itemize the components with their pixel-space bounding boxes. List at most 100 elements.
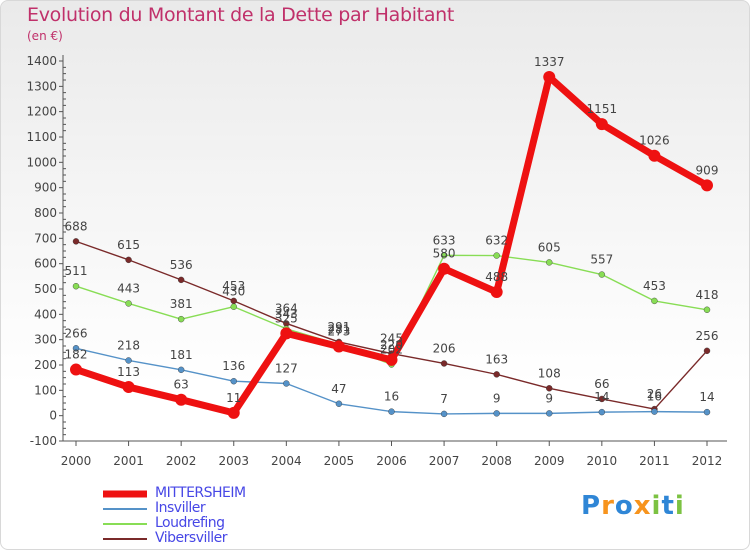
data-label: 605 — [538, 240, 561, 254]
data-label: 14 — [594, 390, 609, 404]
y-tick-label: 400 — [34, 307, 57, 321]
data-point — [493, 252, 500, 259]
legend-label-vibersviller: Vibersviller — [155, 530, 228, 546]
data-point — [438, 262, 451, 275]
data-point — [493, 371, 500, 378]
data-point — [177, 315, 185, 323]
y-tick-label: 1200 — [26, 105, 57, 119]
y-tick-label: -100 — [30, 434, 57, 448]
data-label: 218 — [117, 338, 140, 352]
data-point — [283, 380, 290, 387]
data-label: 1026 — [639, 134, 670, 148]
data-point — [335, 400, 343, 407]
legend-label-loudrefing: Loudrefing — [155, 515, 225, 531]
logo-letter: r — [601, 491, 615, 521]
data-label: 206 — [433, 341, 456, 355]
data-point — [230, 378, 237, 385]
x-tick-label: 2012 — [692, 454, 723, 468]
x-tick-label: 2005 — [324, 454, 355, 468]
x-tick-label: 2010 — [587, 454, 618, 468]
logo-letter: x — [633, 491, 652, 521]
data-point — [598, 271, 606, 278]
logo-letter: i — [651, 491, 662, 521]
data-label: 1151 — [587, 102, 618, 116]
data-point — [177, 276, 185, 284]
data-label: 443 — [117, 281, 140, 295]
data-point — [595, 118, 608, 131]
data-point — [230, 297, 237, 305]
data-point — [385, 353, 398, 366]
data-label: 688 — [65, 219, 88, 233]
data-point — [280, 327, 293, 340]
data-point — [125, 357, 132, 364]
y-tick-label: 1000 — [26, 155, 57, 169]
data-label: 511 — [65, 264, 88, 278]
proxiti-logo: Proxiti — [581, 491, 685, 521]
y-tick-label: 900 — [34, 181, 57, 195]
data-label: 580 — [433, 247, 456, 261]
legend-item-insviller[interactable]: Insviller — [101, 501, 246, 516]
y-tick-label: 1100 — [26, 130, 57, 144]
data-label: 453 — [222, 279, 245, 293]
data-point — [546, 259, 553, 266]
data-label: 325 — [275, 311, 298, 325]
chart-title: Evolution du Montant de la Dette par Hab… — [27, 4, 455, 26]
x-tick-label: 2000 — [61, 454, 92, 468]
data-point — [122, 381, 135, 394]
x-tick-label: 2004 — [271, 454, 302, 468]
data-point — [703, 347, 711, 355]
y-tick-label: 800 — [34, 206, 57, 220]
data-point — [493, 410, 500, 417]
legend-item-mittersheim[interactable]: MITTERSHEIM — [101, 486, 246, 501]
y-tick-label: 0 — [49, 409, 57, 423]
data-label: 430 — [222, 285, 245, 299]
data-point — [125, 256, 132, 264]
legend-item-vibersviller[interactable]: Vibersviller — [101, 531, 246, 546]
legend-swatch-insviller — [103, 508, 147, 510]
x-tick-label: 2003 — [218, 454, 249, 468]
data-label: 181 — [170, 348, 193, 362]
data-point — [388, 408, 395, 415]
data-point — [440, 252, 448, 259]
data-point — [701, 179, 713, 192]
data-point — [703, 408, 711, 416]
y-tick-label: 600 — [34, 257, 57, 271]
chart-subtitle: (en €) — [27, 29, 63, 43]
data-label: 26 — [647, 387, 662, 401]
data-label: 9 — [493, 391, 501, 405]
x-tick-label: 2007 — [429, 454, 460, 468]
y-tick-label: 700 — [34, 231, 57, 245]
data-point — [598, 395, 606, 403]
data-point — [72, 283, 80, 290]
data-point — [332, 340, 345, 353]
logo-letter: i — [674, 491, 685, 521]
data-label: 108 — [538, 366, 561, 380]
x-tick-label: 2002 — [166, 454, 197, 468]
data-label: 536 — [170, 258, 193, 272]
data-label: 909 — [696, 163, 719, 177]
data-label: 163 — [485, 352, 508, 366]
data-point — [440, 360, 448, 367]
data-point — [440, 410, 448, 418]
data-label: 381 — [170, 297, 193, 311]
data-point — [648, 149, 661, 162]
data-point — [546, 410, 553, 417]
data-label: 66 — [594, 377, 609, 391]
data-label: 266 — [65, 326, 88, 340]
data-point — [72, 345, 80, 352]
data-point — [546, 385, 553, 392]
data-point — [230, 303, 237, 310]
y-tick-label: 200 — [34, 358, 57, 372]
y-tick-label: 1400 — [26, 54, 57, 68]
data-label: 453 — [643, 279, 666, 293]
data-point — [651, 408, 658, 415]
data-point — [72, 238, 80, 245]
data-label: 273 — [327, 325, 350, 339]
data-label: 14 — [699, 390, 714, 404]
data-point — [598, 408, 606, 416]
y-tick-label: 500 — [34, 282, 57, 296]
legend-item-loudrefing[interactable]: Loudrefing — [101, 516, 246, 531]
x-tick-label: 2001 — [113, 454, 144, 468]
x-tick-label: 2006 — [376, 454, 407, 468]
legend-swatch-vibersviller — [103, 538, 147, 540]
